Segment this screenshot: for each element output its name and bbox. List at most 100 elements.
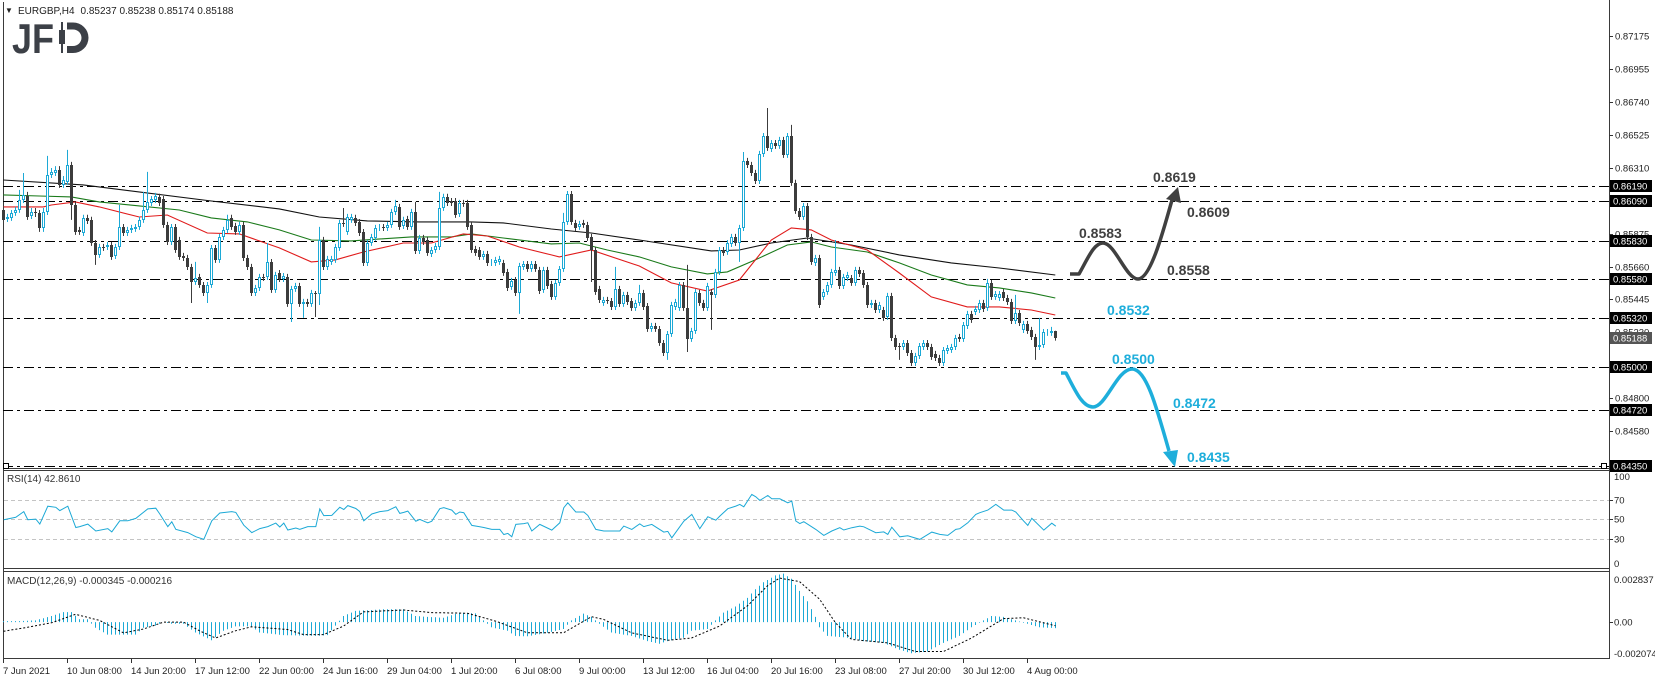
- bear-candle: [838, 266, 841, 289]
- bear-candle: [322, 236, 325, 270]
- bear-candle: [286, 273, 289, 307]
- candle-body: [1010, 302, 1013, 321]
- bull-candle: [226, 214, 229, 233]
- bear-candle: [858, 266, 861, 277]
- candle-body: [206, 285, 209, 293]
- candle-body: [738, 228, 741, 243]
- bull-candle: [206, 282, 209, 303]
- bear-candle: [794, 179, 797, 214]
- bullish-path[interactable]: [1070, 199, 1174, 281]
- bear-candle: [894, 334, 897, 350]
- bullish-label-first-peak: 0.8583: [1079, 225, 1122, 241]
- candle-body: [782, 140, 785, 155]
- candle-body: [1050, 331, 1053, 333]
- bear-candle: [178, 236, 181, 260]
- candle-body: [558, 269, 561, 283]
- bull-candle: [826, 282, 829, 295]
- bear-candle: [754, 169, 757, 184]
- bear-candle: [850, 275, 853, 286]
- candle-body: [822, 292, 825, 297]
- bullish-scenario[interactable]: 0.8619 0.8609 0.8583 0.8558: [1070, 169, 1230, 281]
- bull-candle: [310, 289, 313, 307]
- candle-body: [966, 314, 969, 326]
- candle-body: [710, 292, 713, 295]
- candle-body: [638, 293, 641, 303]
- bull-candle: [870, 299, 873, 308]
- level-handle-left[interactable]: [3, 463, 9, 469]
- candle-body: [170, 227, 173, 242]
- bull-candle: [274, 271, 277, 293]
- bull-candle: [922, 340, 925, 350]
- candle-body: [290, 289, 293, 304]
- bull-candle: [30, 208, 33, 219]
- bull-candle: [522, 261, 525, 270]
- candle-body: [942, 350, 945, 363]
- time-tick-label: 24 Jun 16:00: [323, 666, 378, 677]
- candle-body: [266, 262, 269, 277]
- bear-candle: [538, 266, 541, 294]
- candle-body: [510, 281, 513, 287]
- candle-body: [658, 329, 661, 343]
- bull-candle: [742, 152, 745, 231]
- candle-body: [1054, 331, 1057, 338]
- bear-candle: [270, 259, 273, 293]
- bear-candle: [806, 203, 809, 240]
- level-handle-right[interactable]: [1601, 463, 1607, 469]
- bear-candle: [94, 240, 97, 265]
- candle-body: [402, 220, 405, 226]
- price-axis: 0.87175 0.86955 0.86740 0.86525 0.86310 0.858…: [1609, 32, 1655, 660]
- candle-body: [334, 247, 337, 260]
- candle-body: [502, 263, 505, 273]
- collapse-triangle-icon[interactable]: ▼: [5, 6, 13, 15]
- bear-candle: [590, 233, 593, 282]
- bear-candle: [970, 310, 973, 323]
- bear-candle: [398, 203, 401, 230]
- candle-body: [38, 213, 41, 228]
- candle-body: [314, 293, 317, 294]
- candle-body: [6, 217, 9, 219]
- candle-body: [186, 258, 189, 267]
- time-tick-label: 14 Jun 20:00: [131, 666, 186, 677]
- bull-candle: [578, 220, 581, 230]
- candle-body: [770, 143, 773, 149]
- candle-body: [394, 206, 397, 212]
- bull-candle: [294, 282, 297, 292]
- bear-candle: [182, 252, 185, 261]
- candle-body: [10, 213, 13, 218]
- bear-candle: [658, 326, 661, 346]
- candle-body: [646, 306, 649, 329]
- candle-body: [338, 223, 341, 248]
- candle-body: [62, 180, 65, 185]
- bear-candle: [486, 250, 489, 266]
- candle-body: [354, 218, 357, 223]
- candle-body: [730, 237, 733, 244]
- candle-body: [362, 232, 365, 263]
- bear-candle: [198, 273, 201, 288]
- candle-body: [818, 258, 821, 305]
- current-price-box: [1610, 332, 1652, 344]
- bear-candle: [162, 196, 165, 228]
- bullish-label-start: 0.8558: [1167, 262, 1210, 278]
- candle-body: [522, 264, 525, 267]
- level-price-label: 0.85320: [1613, 314, 1647, 325]
- candle-body: [994, 294, 997, 297]
- bearish-scenario[interactable]: 0.8532 0.8500 0.8472 0.8435: [1061, 302, 1230, 467]
- bear-candle: [34, 208, 37, 217]
- level-price-box: [1610, 180, 1652, 192]
- bearish-path[interactable]: [1061, 367, 1171, 452]
- candle-body: [26, 196, 29, 217]
- candle-body: [174, 227, 177, 250]
- bull-candle: [802, 203, 805, 220]
- candle-body: [78, 230, 81, 232]
- bearish-label-target: 0.8435: [1187, 449, 1230, 465]
- bear-candle: [362, 229, 365, 266]
- bull-candle: [1042, 329, 1045, 348]
- candle-body: [50, 172, 53, 175]
- panel-frames: [3, 0, 1610, 659]
- candle-body: [830, 272, 833, 285]
- bear-candle: [462, 199, 465, 207]
- bull-candle: [134, 224, 137, 232]
- candle-body: [814, 258, 817, 263]
- bull-candle: [10, 210, 13, 221]
